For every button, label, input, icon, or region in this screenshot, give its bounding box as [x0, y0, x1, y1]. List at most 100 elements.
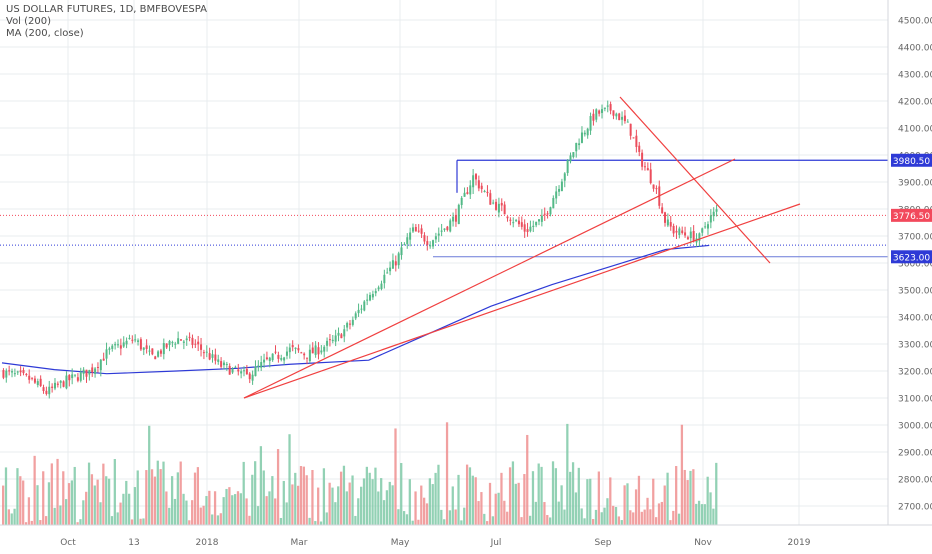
candle-body — [185, 338, 188, 341]
candle-body — [91, 367, 94, 373]
volume-bar — [368, 472, 371, 525]
candle — [543, 207, 546, 221]
candle-body — [686, 237, 689, 240]
volume-bar — [428, 478, 431, 525]
candle — [174, 341, 177, 349]
candle — [8, 365, 11, 376]
candle — [371, 290, 374, 300]
candle — [125, 337, 128, 349]
candle — [91, 363, 94, 377]
volume-bar — [148, 425, 151, 525]
volume-bar — [643, 509, 646, 525]
candle — [137, 338, 140, 346]
volume-bar — [188, 520, 191, 525]
candle — [45, 386, 48, 396]
volume-bar — [268, 491, 271, 525]
candle — [454, 208, 457, 227]
volume-bar — [700, 504, 704, 525]
candle-body — [200, 344, 203, 350]
candle-body — [263, 359, 266, 363]
candle-body — [420, 228, 423, 234]
price-tick-label: 4500.00 — [898, 17, 932, 27]
volume-bar — [345, 491, 348, 525]
candle-body — [492, 202, 495, 204]
candle — [678, 226, 681, 239]
price-tick-label: 4400.00 — [898, 44, 932, 54]
volume-bar — [660, 501, 663, 525]
candle-body — [346, 323, 349, 328]
volume-bar — [695, 503, 698, 525]
candle-body — [684, 232, 687, 236]
candle — [331, 335, 334, 344]
candle-body — [211, 354, 214, 358]
volume-bar — [554, 468, 558, 525]
candle — [615, 112, 618, 120]
candle-body — [515, 220, 518, 222]
candle-body — [380, 283, 383, 290]
candle — [492, 199, 495, 205]
volume-bar — [242, 461, 245, 525]
candle-body — [454, 214, 457, 222]
volume-bar — [488, 482, 492, 525]
candle-body — [532, 225, 535, 227]
candle-body — [39, 378, 42, 386]
candle — [28, 369, 31, 384]
volume-bar — [394, 428, 397, 525]
candle — [320, 345, 323, 355]
volume-bar — [339, 471, 343, 525]
candle — [303, 352, 306, 360]
volume-bar — [652, 478, 655, 525]
candle — [288, 343, 291, 359]
volume-bar — [279, 517, 283, 525]
candle — [686, 235, 689, 240]
candle-body — [82, 369, 85, 374]
candle-body — [31, 377, 34, 379]
volume-bar — [437, 464, 440, 525]
volume-bar — [59, 505, 62, 525]
candle — [523, 219, 526, 238]
candle — [411, 223, 414, 233]
volume-bar — [654, 517, 658, 525]
volume-bar — [580, 508, 583, 525]
candle — [623, 109, 626, 124]
candle-body — [621, 116, 624, 120]
volume-bar — [586, 479, 589, 525]
candle-body — [277, 354, 280, 359]
volume-bar — [248, 515, 251, 525]
candle-body — [59, 380, 62, 383]
candle-body — [432, 240, 435, 247]
volume-bar — [156, 460, 159, 525]
candle — [36, 378, 39, 388]
candle-body — [171, 342, 174, 344]
candle — [500, 198, 503, 212]
candle-body — [234, 366, 237, 368]
candle-body — [598, 110, 601, 114]
volume-bar — [551, 461, 555, 525]
volume-bar — [571, 462, 575, 525]
volume-bar — [130, 519, 134, 525]
candle-body — [457, 204, 460, 225]
candle — [177, 331, 180, 345]
candle-body — [601, 109, 604, 113]
candle-body — [560, 181, 563, 192]
candle — [185, 335, 188, 346]
volume-bar — [90, 474, 94, 525]
candle — [159, 348, 162, 357]
price-tick-label: 3100.00 — [898, 395, 932, 405]
candle — [509, 217, 512, 226]
candle-body — [62, 381, 65, 387]
candle-body — [297, 348, 300, 351]
volume-bar — [276, 449, 280, 525]
candle-body — [586, 128, 589, 136]
candle — [265, 351, 268, 361]
volume-bar — [663, 485, 666, 525]
candle-body — [509, 219, 512, 221]
volume-bar — [13, 508, 16, 525]
volume-bar — [139, 518, 142, 525]
candle — [360, 304, 363, 314]
candle — [122, 336, 125, 348]
price-tick-label: 3700.00 — [898, 233, 932, 243]
candle-body — [706, 224, 709, 229]
